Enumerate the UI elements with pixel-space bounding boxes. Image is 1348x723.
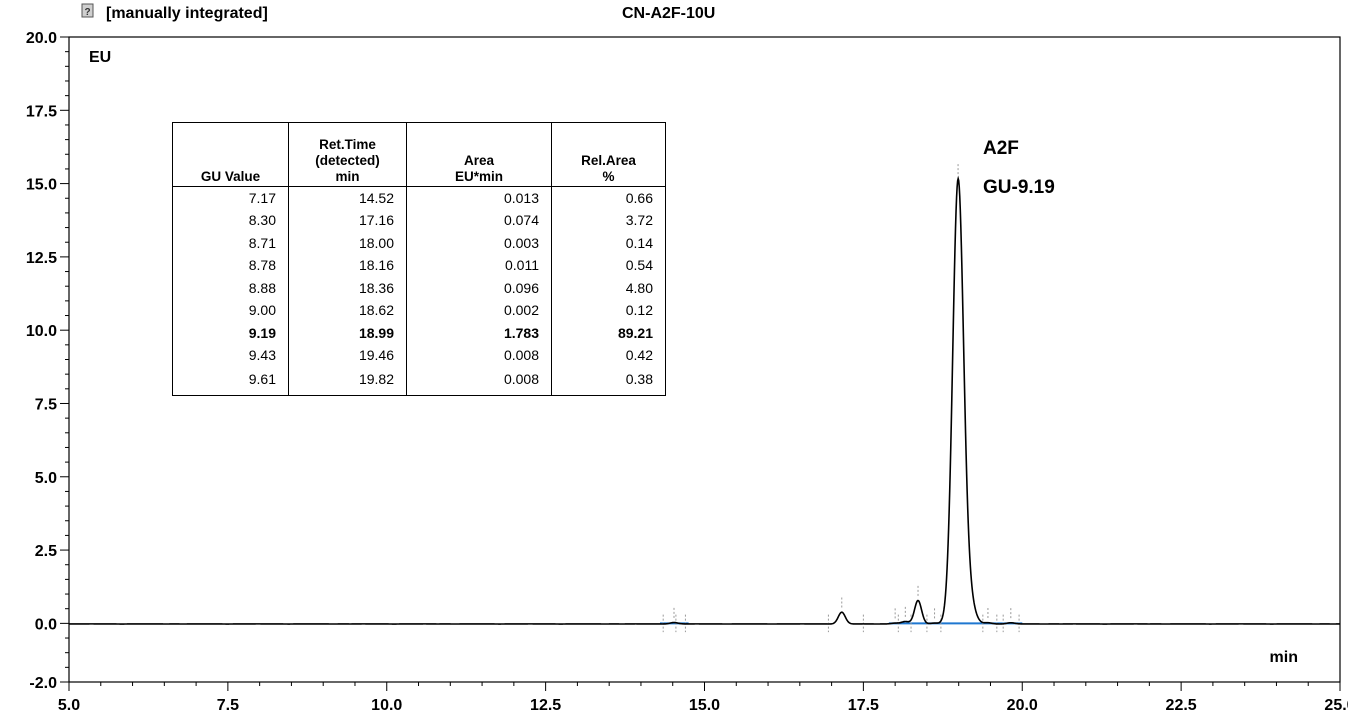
table-cell: 0.008 [406, 367, 552, 396]
table-cell: 17.16 [288, 209, 407, 233]
y-axis: -2.0 0.0 2.5 5.0 7.5 10.0 12.5 15.0 17.5 20.0 [26, 30, 69, 692]
table-cell: 18.62 [288, 299, 407, 323]
y-tick-label: 5.0 [35, 470, 57, 487]
table-cell: 0.54 [551, 254, 666, 278]
x-tick-label: 7.5 [217, 697, 239, 714]
table-cell: 8.78 [172, 254, 289, 278]
y-tick-label: 15.0 [26, 177, 57, 194]
table-cell: 0.42 [551, 344, 666, 368]
table-row: 8.88 18.36 0.096 4.80 [172, 277, 666, 300]
table-cell: 9.43 [172, 344, 289, 368]
table-cell: 0.12 [551, 299, 666, 323]
y-axis-label: EU [89, 49, 111, 66]
table-cell: 19.46 [288, 344, 407, 368]
table-cell: 0.002 [406, 299, 552, 323]
x-tick-label: 12.5 [530, 697, 561, 714]
table-cell: 0.008 [406, 344, 552, 368]
table-cell: 18.00 [288, 232, 407, 255]
y-tick-label: -2.0 [29, 675, 57, 692]
table-cell: 8.88 [172, 277, 289, 300]
x-tick-label: 17.5 [848, 697, 879, 714]
header-gu-value: GU Value [172, 122, 289, 187]
table-cell: 9.19 [172, 322, 289, 345]
table-row: 7.17 14.52 0.013 0.66 [172, 186, 666, 210]
header-ret-time: Ret.Time (detected) min [288, 122, 407, 187]
chromatogram-trace [69, 175, 1341, 625]
header-rel-area: Rel.Area % [551, 122, 666, 187]
table-row: 9.00 18.62 0.002 0.12 [172, 299, 666, 323]
table-cell: 0.38 [551, 367, 666, 396]
peak-results-table: GU Value Ret.Time (detected) min Area EU… [172, 122, 666, 396]
table-cell: 4.80 [551, 277, 666, 300]
x-tick-label: 15.0 [689, 697, 720, 714]
table-row: 9.43 19.46 0.008 0.42 [172, 344, 666, 368]
table-cell: 7.17 [172, 186, 289, 210]
table-cell: 0.66 [551, 186, 666, 210]
table-cell: 0.096 [406, 277, 552, 300]
peak-delimiter-markers [662, 164, 1020, 633]
table-cell: 0.003 [406, 232, 552, 255]
table-row: 8.71 18.00 0.003 0.14 [172, 232, 666, 255]
table-cell: 8.71 [172, 232, 289, 255]
peak-gu-annotation: GU-9.19 [983, 177, 1055, 198]
svg-text:?: ? [84, 7, 90, 18]
table-row: 9.61 19.82 0.008 0.38 [172, 367, 666, 396]
y-tick-label: 0.0 [35, 616, 57, 633]
y-tick-label: 20.0 [26, 30, 57, 47]
table-cell: 18.16 [288, 254, 407, 278]
x-tick-label: 22.5 [1166, 697, 1197, 714]
table-cell: 8.30 [172, 209, 289, 233]
y-tick-label: 12.5 [26, 250, 57, 267]
table-cell: 18.36 [288, 277, 407, 300]
table-cell: 19.82 [288, 367, 407, 396]
x-axis: 5.0 7.5 10.0 12.5 15.0 17.5 20.0 22.5 25.0 [58, 682, 1348, 714]
table-cell: 14.52 [288, 186, 407, 210]
y-tick-label: 17.5 [26, 103, 57, 120]
table-cell: 0.074 [406, 209, 552, 233]
table-cell: 1.783 [406, 322, 552, 345]
y-tick-label: 10.0 [26, 323, 57, 340]
header-area: Area EU*min [406, 122, 552, 187]
table-cell: 18.99 [288, 322, 407, 345]
table-cell: 9.00 [172, 299, 289, 323]
peak-name-annotation: A2F [983, 138, 1019, 159]
y-tick-label: 2.5 [35, 543, 57, 560]
x-tick-label: 20.0 [1007, 697, 1038, 714]
integration-note: [manually integrated] [106, 5, 268, 22]
x-tick-label: 25.0 [1324, 697, 1348, 714]
unknown-status-icon: ? [81, 3, 94, 18]
table-cell: 89.21 [551, 322, 666, 345]
x-axis-label: min [1270, 649, 1298, 666]
table-cell: 0.011 [406, 254, 552, 278]
table-row: 8.30 17.16 0.074 3.72 [172, 209, 666, 233]
table-row: 9.19 18.99 1.783 89.21 [172, 322, 666, 345]
table-row: 8.78 18.16 0.011 0.54 [172, 254, 666, 278]
table-cell: 0.013 [406, 186, 552, 210]
table-cell: 9.61 [172, 367, 289, 396]
x-tick-label: 5.0 [58, 697, 80, 714]
x-tick-label: 10.0 [371, 697, 402, 714]
y-tick-label: 7.5 [35, 396, 57, 413]
table-cell: 0.14 [551, 232, 666, 255]
table-cell: 3.72 [551, 209, 666, 233]
table-header-row: GU Value Ret.Time (detected) min Area EU… [172, 122, 666, 187]
chart-title: CN-A2F-10U [622, 5, 715, 22]
